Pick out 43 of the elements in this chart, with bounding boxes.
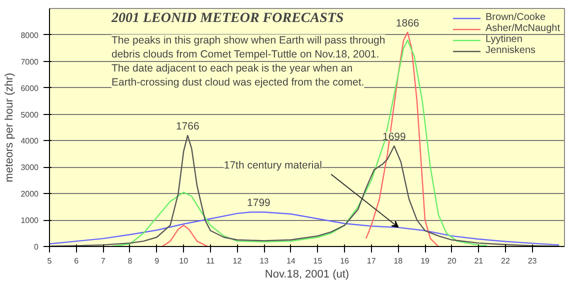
x-tick-label: 13: [260, 256, 270, 266]
x-tick-label: 10: [179, 256, 189, 266]
y-axis-title: meteors per hour (zhr): [4, 72, 16, 182]
y-tick-label: 0: [34, 242, 40, 252]
x-tick-label: 16: [340, 256, 350, 266]
x-tick-label: 14: [286, 256, 296, 266]
y-tick-label: 3000: [20, 163, 40, 172]
annotation: 1799: [247, 197, 271, 210]
line-series: [50, 134, 560, 246]
x-tick-label: 5: [47, 256, 52, 266]
annotation: 17th century material: [224, 159, 322, 172]
legend-label: Brown/Cooke: [486, 12, 546, 23]
x-tick-label: 19: [420, 256, 430, 266]
x-tick-label: 17: [366, 256, 376, 266]
y-tick-label: 7000: [20, 57, 40, 66]
x-tick-label: 21: [474, 256, 484, 266]
y-tick-label: 4000: [20, 136, 40, 146]
legend-label: Asher/McNaught: [486, 23, 560, 34]
x-tick-label: 9: [154, 256, 160, 266]
annotation: 1866: [396, 17, 420, 30]
x-tick-label: 12: [232, 256, 242, 266]
x-tick-label: 11: [206, 256, 216, 266]
y-tick-label: 6000: [20, 84, 40, 93]
annotation: 1766: [176, 120, 200, 132]
line-series: [50, 212, 560, 246]
x-tick-label: 6: [74, 256, 80, 266]
legend-label: Lyytinen: [486, 34, 522, 45]
legend-label: Jenniskens: [486, 45, 536, 56]
x-tick-label: 22: [501, 256, 510, 266]
annotation: 1699: [382, 131, 406, 144]
y-tick-label: 8000: [20, 30, 40, 40]
y-tick-label: 1000: [20, 216, 40, 226]
x-tick-label: 15: [313, 256, 323, 266]
x-axis-title: Nov.18, 2001 (ut): [264, 268, 350, 280]
x-tick-label: 7: [100, 256, 106, 266]
y-tick-label: 5000: [20, 110, 40, 120]
x-tick-label: 18: [394, 256, 404, 266]
chart-title: 2001 LEONID METEOR FORECASTS: [110, 11, 344, 26]
annotation: The peaks in this graph show when Earth will pass through debris clouds from Comet Tempel-Tuttle on Nov.18, 2001. The date adjacent to each peak is the year when an Earth-crossing dust cloud was ejected from the comet.: [112, 34, 386, 88]
x-tick-label: 20: [447, 256, 457, 266]
y-tick-label: 2000: [20, 190, 40, 199]
x-tick-label: 23: [528, 256, 538, 266]
x-tick-label: 8: [128, 256, 133, 266]
